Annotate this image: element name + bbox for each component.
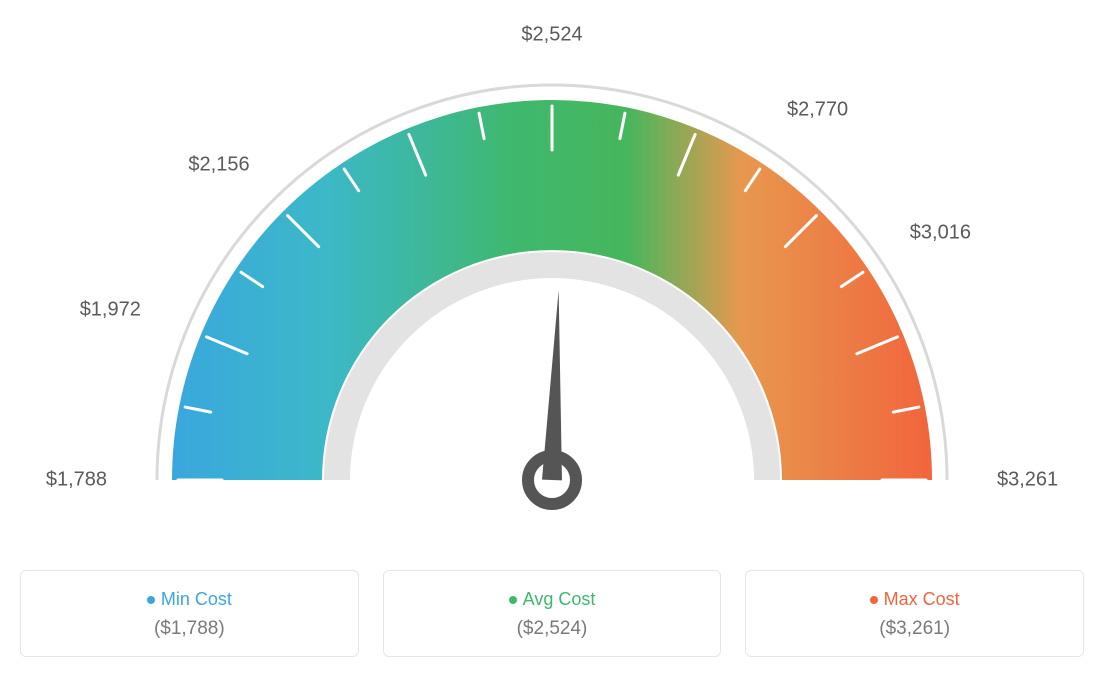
legend-row: Min Cost ($1,788) Avg Cost ($2,524) Max … xyxy=(20,570,1084,657)
gauge-svg xyxy=(20,20,1084,560)
gauge-tick-label: $2,770 xyxy=(787,98,848,121)
legend-value-max: ($3,261) xyxy=(756,618,1073,640)
legend-value-min: ($1,788) xyxy=(31,618,348,640)
gauge-tick-label: $1,972 xyxy=(80,298,141,321)
legend-title-min-text: Min Cost xyxy=(161,589,232,609)
gauge-area: $1,788 $1,972 $2,156 $2,524 $2,770 $3,016 $3,2… xyxy=(20,20,1084,560)
gauge-tick-label: $3,261 xyxy=(997,469,1058,492)
gauge-tick-label: $1,788 xyxy=(46,469,107,492)
legend-title-min: Min Cost xyxy=(31,589,348,610)
legend-card-avg: Avg Cost ($2,524) xyxy=(383,570,722,657)
gauge-tick-label: $3,016 xyxy=(910,221,971,244)
dot-icon xyxy=(147,596,155,604)
legend-title-max: Max Cost xyxy=(756,589,1073,610)
legend-title-max-text: Max Cost xyxy=(884,589,960,609)
legend-title-avg: Avg Cost xyxy=(394,589,711,610)
dot-icon xyxy=(509,596,517,604)
gauge-tick-label: $2,524 xyxy=(521,24,582,47)
cost-gauge-chart: $1,788 $1,972 $2,156 $2,524 $2,770 $3,016 $3,2… xyxy=(20,20,1084,657)
dot-icon xyxy=(870,596,878,604)
legend-card-min: Min Cost ($1,788) xyxy=(20,570,359,657)
legend-title-avg-text: Avg Cost xyxy=(523,589,596,609)
gauge-tick-label: $2,156 xyxy=(188,154,249,177)
legend-card-max: Max Cost ($3,261) xyxy=(745,570,1084,657)
legend-value-avg: ($2,524) xyxy=(394,618,711,640)
